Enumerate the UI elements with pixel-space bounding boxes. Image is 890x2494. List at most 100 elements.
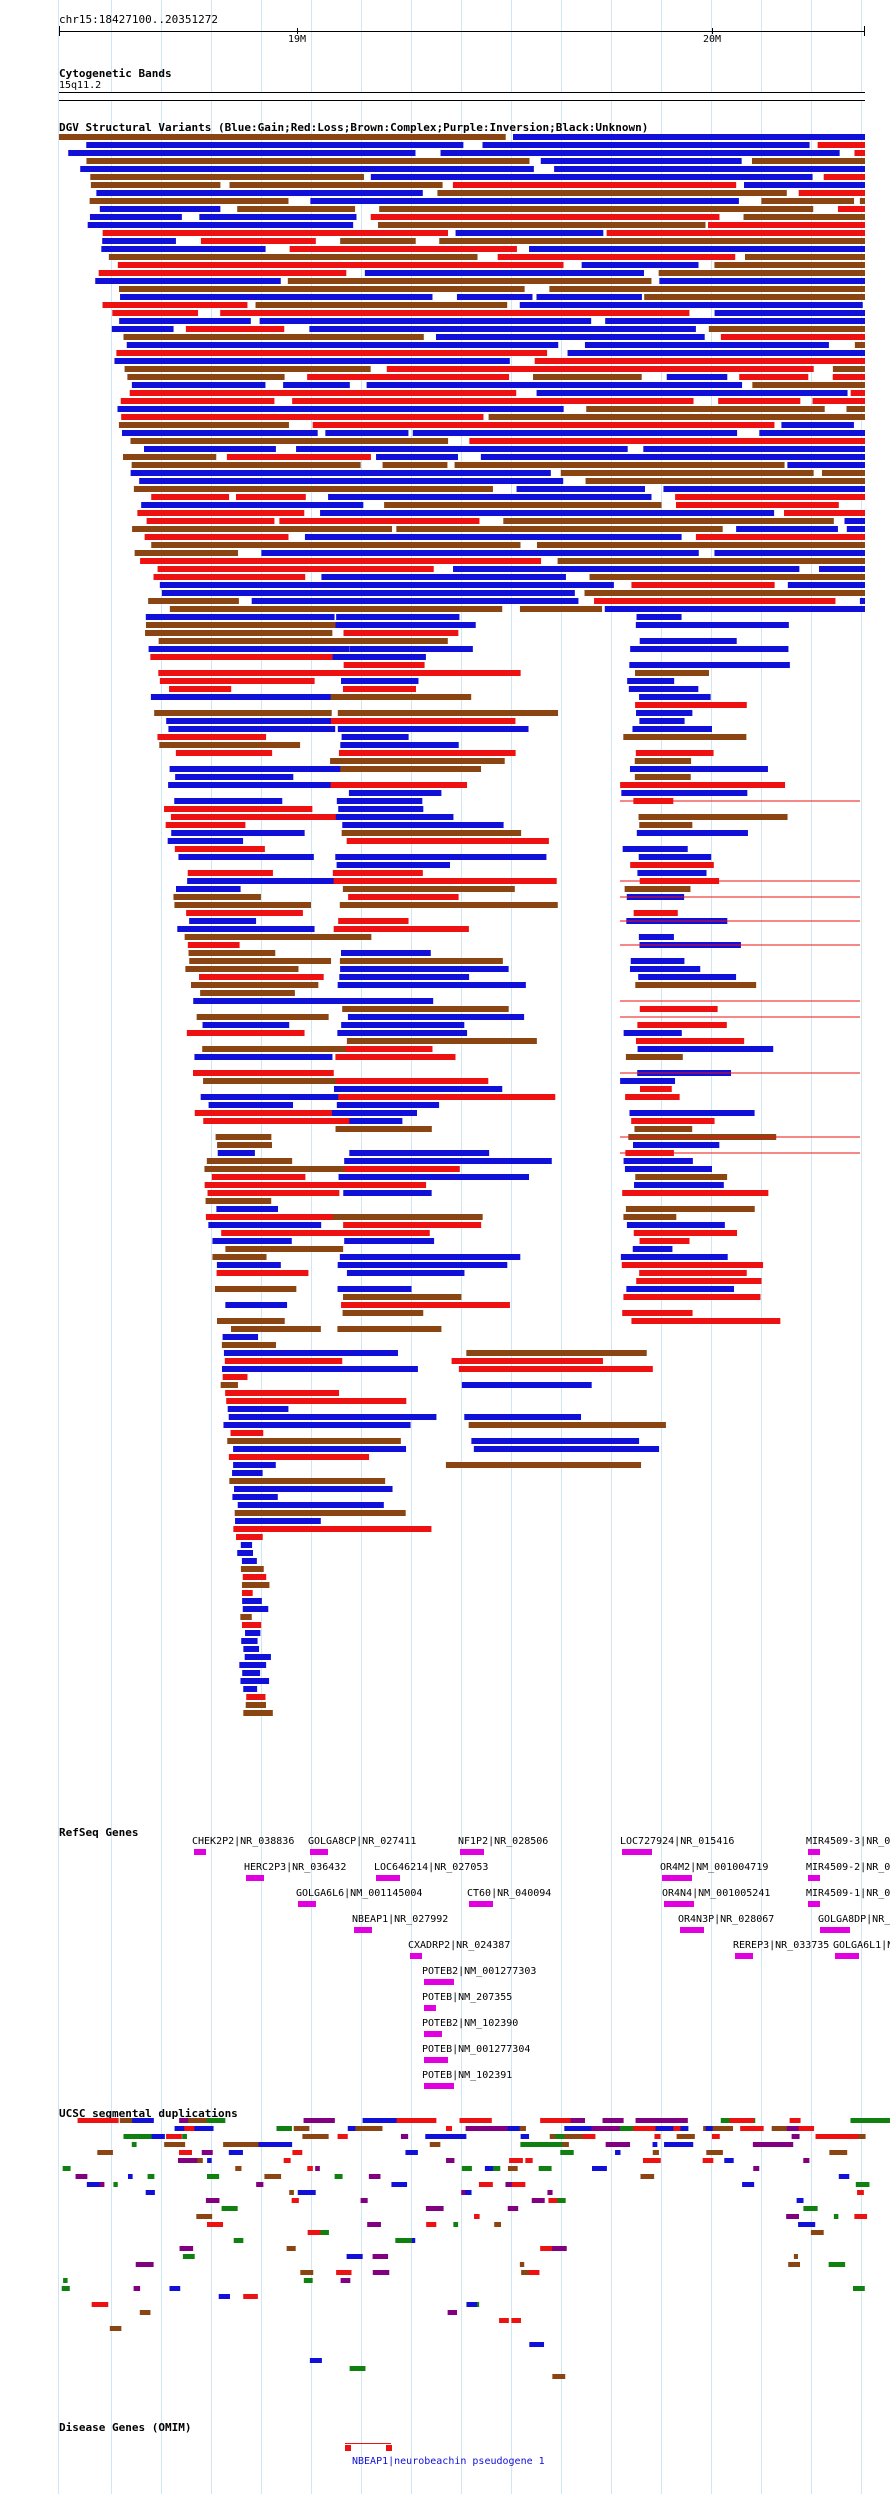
dgv-variant[interactable]	[345, 1046, 433, 1052]
dgv-variant[interactable]	[714, 310, 865, 316]
dgv-variant[interactable]	[159, 582, 614, 588]
segdup-feature[interactable]	[166, 2134, 182, 2139]
segdup-feature[interactable]	[640, 2174, 653, 2179]
segdup-feature[interactable]	[292, 2150, 303, 2155]
dgv-variant[interactable]	[228, 1454, 370, 1460]
dgv-variant[interactable]	[440, 150, 840, 156]
dgv-variant[interactable]	[221, 1230, 371, 1236]
dgv-variant[interactable]	[131, 382, 266, 388]
dgv-variant[interactable]	[632, 726, 712, 732]
dgv-variant[interactable]	[340, 950, 431, 956]
omim-feature-box-left[interactable]	[345, 2445, 351, 2451]
dgv-variant[interactable]	[633, 910, 678, 916]
dgv-variant[interactable]	[625, 1206, 755, 1212]
segdup-feature[interactable]	[549, 2134, 586, 2139]
dgv-variant[interactable]	[251, 598, 579, 604]
dgv-variant[interactable]	[220, 1382, 238, 1388]
dgv-variant[interactable]	[233, 1446, 407, 1452]
dgv-variant[interactable]	[623, 1294, 761, 1300]
segdup-feature[interactable]	[855, 2182, 870, 2187]
dgv-variant[interactable]	[658, 270, 865, 276]
dgv-variant[interactable]	[240, 1614, 252, 1620]
dgv-variant[interactable]	[471, 1438, 640, 1444]
dgv-variant[interactable]	[194, 1054, 333, 1060]
dgv-variant[interactable]	[171, 830, 305, 836]
refseq-gene-glyph[interactable]	[662, 1875, 692, 1881]
refseq-gene-glyph[interactable]	[410, 1953, 422, 1959]
dgv-variant[interactable]	[708, 222, 865, 228]
dgv-variant[interactable]	[133, 486, 493, 492]
segdup-feature[interactable]	[502, 2126, 520, 2131]
segdup-feature[interactable]	[529, 2342, 545, 2347]
segdup-feature[interactable]	[391, 2182, 408, 2187]
dgv-variant[interactable]	[812, 398, 865, 404]
dgv-variant[interactable]	[349, 1150, 490, 1156]
dgv-variant[interactable]	[346, 1270, 465, 1276]
dgv-variant[interactable]	[536, 294, 642, 300]
segdup-feature[interactable]	[293, 2126, 310, 2131]
dgv-variant[interactable]	[859, 598, 865, 604]
dgv-variant[interactable]	[144, 534, 289, 540]
dgv-variant[interactable]	[382, 462, 448, 468]
dgv-variant[interactable]	[200, 990, 295, 996]
dgv-variant[interactable]	[622, 1310, 693, 1316]
dgv-variant[interactable]	[229, 182, 443, 188]
dgv-variant[interactable]	[337, 1286, 412, 1292]
refseq-gene-label[interactable]: CT60|NR_040094	[467, 1888, 552, 1899]
segdup-feature[interactable]	[256, 2182, 264, 2187]
dgv-variant[interactable]	[643, 446, 865, 452]
dgv-variant[interactable]	[240, 1542, 253, 1548]
segdup-feature[interactable]	[243, 2294, 258, 2299]
segdup-feature[interactable]	[407, 2118, 437, 2123]
dgv-variant[interactable]	[227, 1406, 289, 1412]
segdup-feature[interactable]	[652, 2150, 659, 2155]
segdup-feature[interactable]	[400, 2134, 409, 2139]
dgv-variant[interactable]	[241, 1582, 270, 1588]
dgv-variant[interactable]	[124, 366, 371, 372]
refseq-gene-glyph[interactable]	[376, 1875, 400, 1881]
dgv-variant[interactable]	[242, 1574, 267, 1580]
dgv-variant[interactable]	[533, 374, 642, 380]
segdup-feature[interactable]	[336, 2270, 352, 2275]
refseq-gene-label[interactable]: MIR4509-3|NR_0	[806, 1836, 890, 1847]
dgv-variant[interactable]	[117, 262, 564, 268]
dgv-variant[interactable]	[187, 878, 380, 884]
segdup-feature[interactable]	[633, 2126, 656, 2131]
segdup-feature[interactable]	[564, 2126, 601, 2131]
dgv-variant[interactable]	[80, 166, 534, 172]
dgv-variant[interactable]	[846, 526, 865, 532]
cytoband-ideogram[interactable]	[59, 92, 865, 101]
refseq-gene-label[interactable]: OR4M2|NM_001004719	[660, 1862, 769, 1873]
refseq-gene-glyph[interactable]	[246, 1875, 264, 1881]
dgv-variant[interactable]	[338, 1094, 556, 1100]
dgv-variant[interactable]	[439, 238, 865, 244]
dgv-variant[interactable]	[186, 1030, 305, 1036]
segdup-feature[interactable]	[838, 2174, 850, 2179]
dgv-variant[interactable]	[333, 878, 557, 884]
segdup-feature[interactable]	[791, 2134, 800, 2139]
segdup-feature[interactable]	[525, 2158, 533, 2163]
segdup-feature[interactable]	[602, 2118, 624, 2123]
dgv-variant[interactable]	[200, 238, 316, 244]
dgv-variant[interactable]	[386, 366, 814, 372]
dgv-variant[interactable]	[631, 1118, 715, 1124]
dgv-variant[interactable]	[639, 822, 693, 828]
dgv-variant[interactable]	[223, 1350, 398, 1356]
dgv-variant[interactable]	[176, 886, 241, 892]
segdup-feature[interactable]	[702, 2158, 714, 2163]
dgv-variant[interactable]	[343, 670, 521, 676]
dgv-variant[interactable]	[637, 1046, 774, 1052]
segdup-feature[interactable]	[798, 2126, 815, 2131]
segdup-feature[interactable]	[711, 2134, 720, 2139]
dgv-variant[interactable]	[344, 1238, 435, 1244]
refseq-gene-label[interactable]: OR4N4|NM_001005241	[662, 1888, 771, 1899]
segdup-feature[interactable]	[218, 2294, 230, 2299]
dgv-variant[interactable]	[639, 694, 711, 700]
dgv-variant[interactable]	[89, 198, 289, 204]
dgv-variant[interactable]	[208, 1102, 294, 1108]
dgv-variant[interactable]	[230, 1430, 264, 1436]
dgv-variant[interactable]	[335, 854, 547, 860]
dgv-variant[interactable]	[102, 230, 448, 236]
dgv-variant[interactable]	[581, 262, 699, 268]
segdup-feature[interactable]	[300, 2270, 314, 2275]
